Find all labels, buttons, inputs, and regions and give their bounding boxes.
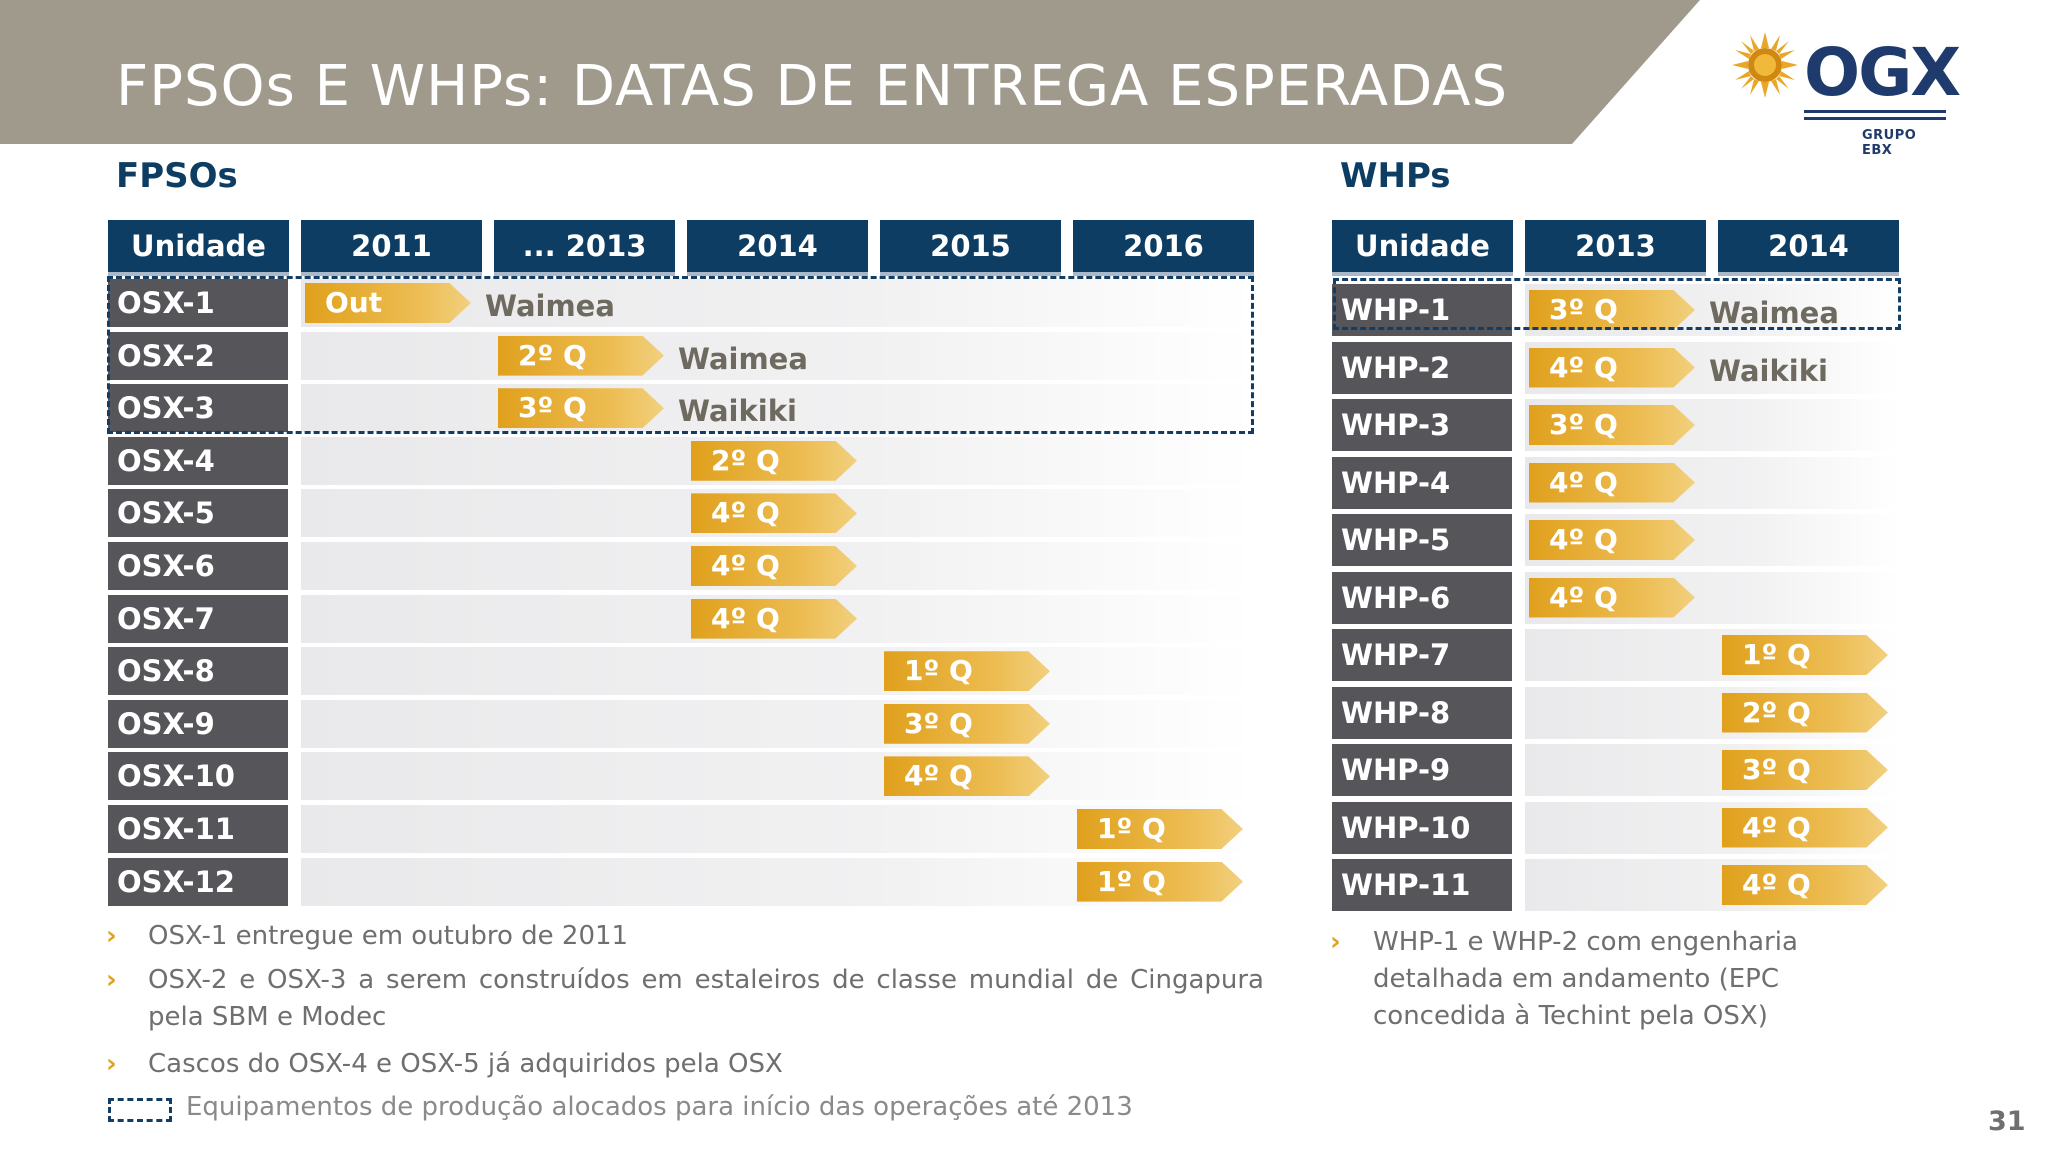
legend-text: Equipamentos de produção alocados para i… [186,1092,1133,1122]
fpso-timeline-track [301,331,1254,380]
fpso-unit-label: OSX-9 [108,699,288,748]
whp-header-cell: Unidade [1332,220,1513,276]
fpso-unit-label: OSX-5 [108,489,288,538]
chevron-right-icon: › [106,965,117,995]
whp-header-cell: 2013 [1525,220,1706,276]
whp-unit-label: WHP-2 [1332,341,1512,394]
fpso-bullet-3: Cascos do OSX-4 e OSX-5 já adquiridos pe… [148,1049,783,1079]
whp-unit-label: WHP-9 [1332,744,1512,796]
fpso-unit-label: OSX-2 [108,331,288,380]
whp-delivery-arrow: 4º Q [1722,807,1888,848]
whp-delivery-arrow: 1º Q [1722,635,1888,675]
fpso-delivery-arrow: 3º Q [884,703,1050,744]
fpso-header-cell: ... 2013 [494,220,675,276]
whp-delivery-arrow: 3º Q [1529,290,1695,330]
fpso-unit-label: OSX-12 [108,857,288,906]
sun-icon [1732,32,1798,98]
fpso-delivery-arrow: 4º Q [691,598,857,639]
chevron-right-icon: › [1330,927,1341,957]
fpso-timeline-track [301,647,1254,696]
fpso-bullet-2: OSX-2 e OSX-3 a serem construídos em est… [148,965,1264,1032]
fpso-timeline-track [301,752,1254,801]
fpso-header-cell: 2016 [1073,220,1254,276]
whp-section-title: WHPs [1340,156,1451,196]
fpso-unit-label: OSX-1 [108,279,288,327]
fpso-delivery-arrow: 4º Q [691,493,857,534]
whp-delivery-arrow: 4º Q [1529,520,1695,560]
logo-subtext: GRUPO EBX [1862,128,1917,158]
fpso-unit-label: OSX-3 [108,384,288,433]
page-title: FPSOs E WHPs: DATAS DE ENTREGA ESPERADAS [116,54,1509,119]
fpso-unit-label: OSX-10 [108,752,288,801]
whp-header-cell: 2014 [1718,220,1899,276]
page-number: 31 [1988,1106,2026,1137]
whp-unit-label: WHP-11 [1332,859,1512,911]
fpso-field-label: Waimea [678,341,808,376]
chevron-right-icon: › [106,1049,117,1079]
logo-text: OGX [1804,34,1961,111]
fpso-field-label: Waikiki [678,394,797,429]
logo-line [1804,110,1946,113]
fpso-delivery-arrow: 1º Q [884,651,1050,692]
chevron-right-icon: › [106,921,117,951]
whp-unit-label: WHP-10 [1332,801,1512,854]
whp-delivery-arrow: 4º Q [1529,577,1695,618]
fpso-unit-label: OSX-8 [108,647,288,696]
fpso-delivery-arrow: Out [305,283,471,323]
fpso-delivery-arrow: 1º Q [1077,861,1243,902]
whp-unit-label: WHP-8 [1332,686,1512,739]
whp-delivery-arrow: 4º Q [1529,462,1695,503]
whp-unit-label: WHP-3 [1332,399,1512,451]
title-band [0,0,1700,144]
whp-unit-label: WHP-6 [1332,571,1512,624]
fpso-header-cell: 2015 [880,220,1061,276]
fpso-delivery-arrow: 2º Q [498,335,664,376]
fpso-section-title: FPSOs [116,156,238,196]
whp-field-label: Waimea [1709,296,1839,330]
whp-delivery-arrow: 4º Q [1722,865,1888,905]
whp-unit-label: WHP-7 [1332,629,1512,681]
legend-dashed-box-icon [108,1098,172,1122]
fpso-delivery-arrow: 4º Q [691,546,857,586]
fpso-unit-label: OSX-4 [108,436,288,485]
fpso-timeline-track [301,384,1254,433]
whp-unit-label: WHP-5 [1332,514,1512,566]
fpso-highlight-box [107,276,1254,434]
whp-highlight-box [1333,278,1901,330]
fpso-timeline-track [301,699,1254,748]
fpso-header-cell: 2011 [301,220,482,276]
whp-delivery-arrow: 3º Q [1722,750,1888,790]
fpso-unit-label: OSX-11 [108,805,288,853]
ogx-logo: OGX GRUPO EBX [1730,30,1961,158]
fpso-bullet-1: OSX-1 entregue em outubro de 2011 [148,921,629,951]
whp-delivery-arrow: 3º Q [1529,405,1695,445]
whp-delivery-arrow: 4º Q [1529,347,1695,388]
fpso-delivery-arrow: 3º Q [498,388,664,429]
fpso-delivery-arrow: 4º Q [884,756,1050,797]
whp-field-label: Waikiki [1709,353,1828,388]
whp-unit-label: WHP-4 [1332,456,1512,509]
fpso-header-cell: Unidade [108,220,289,276]
fpso-delivery-arrow: 1º Q [1077,809,1243,849]
fpso-delivery-arrow: 2º Q [691,440,857,481]
logo-line [1804,117,1946,120]
fpso-header-cell: 2014 [687,220,868,276]
whp-bullet-1: WHP-1 e WHP-2 com engenharia detalhada e… [1373,927,1798,1031]
fpso-field-label: Waimea [485,289,615,323]
fpso-unit-label: OSX-6 [108,542,288,590]
whp-delivery-arrow: 2º Q [1722,692,1888,733]
fpso-unit-label: OSX-7 [108,594,288,643]
